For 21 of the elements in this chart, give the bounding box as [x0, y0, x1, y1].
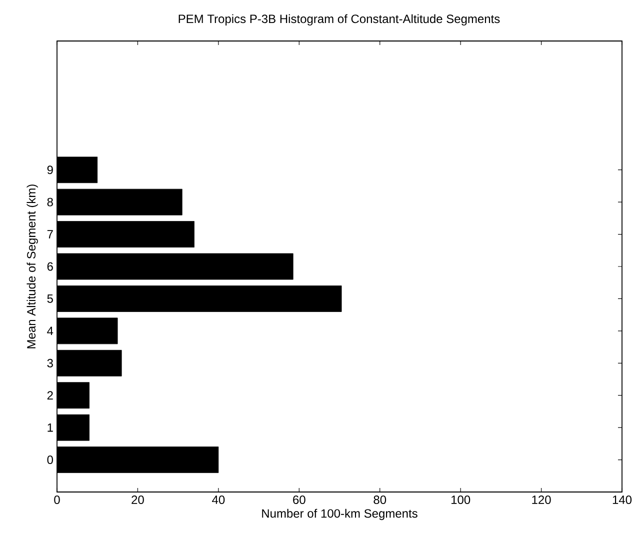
- x-tick-label: 100: [451, 496, 470, 504]
- x-tick-label: 40: [212, 496, 225, 504]
- y-tick-label: 3: [47, 358, 53, 368]
- y-tick-label: 8: [47, 198, 53, 206]
- y-tick-label: 0: [47, 456, 54, 464]
- chart-title: PEM Tropics P-3B Histogram of Constant-Altitude Segments: [178, 14, 500, 26]
- y-tick-label: 6: [47, 262, 53, 271]
- y-tick-label: 5: [47, 294, 53, 303]
- x-tick-label: 60: [293, 496, 306, 504]
- y-tick-label: 2: [47, 391, 53, 400]
- x-tick-label: 20: [132, 496, 144, 504]
- y-tick-label: 7: [47, 230, 53, 238]
- x-axis-title: Number of 100-km Segments: [262, 508, 418, 520]
- x-tick-label: 0: [54, 496, 60, 504]
- y-axis-title: Mean Altitude of Segment (km): [26, 184, 38, 348]
- y-tick-label: 4: [47, 326, 54, 336]
- x-tick-label: 120: [532, 496, 551, 504]
- y-tick-label: 9: [47, 166, 53, 174]
- y-tick-label: 1: [48, 423, 53, 432]
- x-tick-label: 140: [612, 496, 632, 504]
- x-tick-label: 80: [374, 496, 386, 504]
